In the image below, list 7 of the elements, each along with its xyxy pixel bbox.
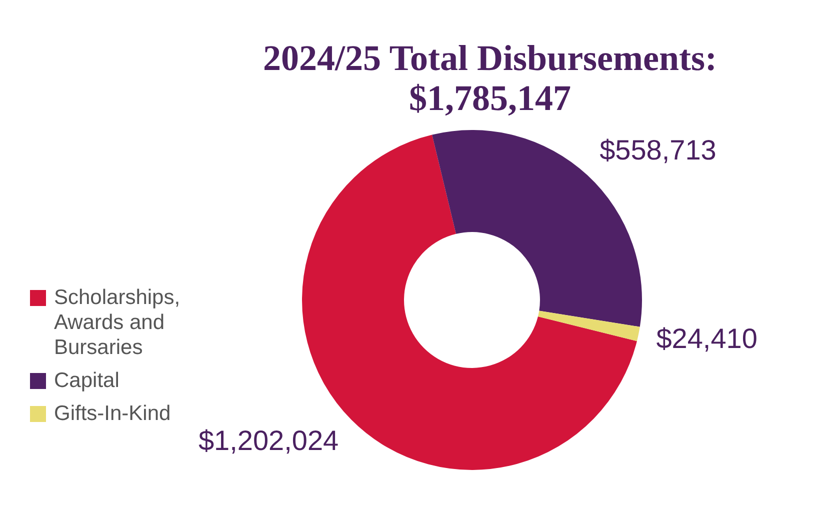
- legend-label: Scholarships, Awards and Bursaries: [54, 285, 182, 360]
- data-label: $24,410: [656, 323, 758, 354]
- chart-title: 2024/25 Total Disbursements: $1,785,147: [262, 38, 718, 118]
- legend-label: Gifts-In-Kind: [54, 401, 172, 426]
- data-label: $558,713: [600, 134, 716, 166]
- data-label: $1,202,024: [198, 425, 339, 456]
- legend-label: Capital: [54, 368, 120, 393]
